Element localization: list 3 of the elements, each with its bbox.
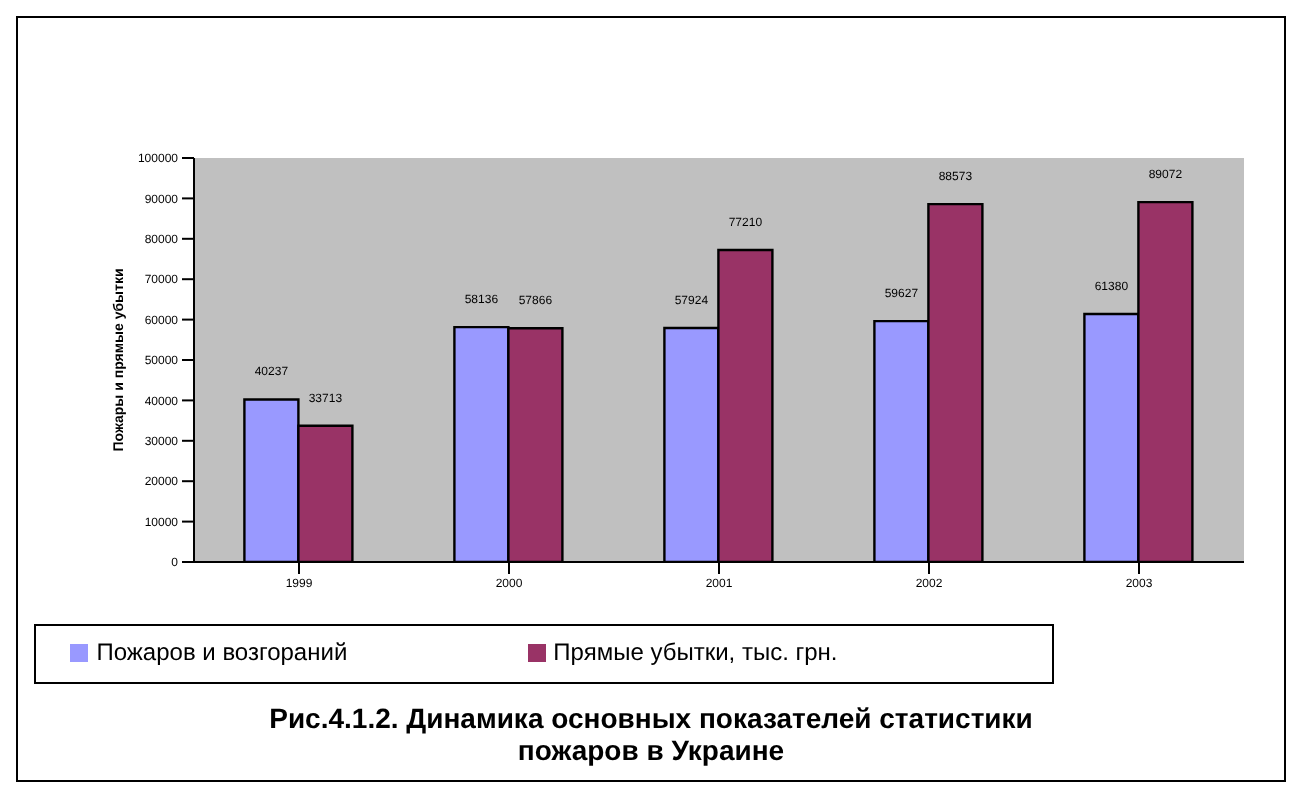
text: Рис.4.1.2. Динамика основных показателей статистики пожаров в Украине: [267, 702, 1035, 766]
legend-label: Пожаров и возгораний: [96, 638, 348, 666]
legend-label: Прямые убытки, тыс. грн.: [553, 638, 838, 666]
